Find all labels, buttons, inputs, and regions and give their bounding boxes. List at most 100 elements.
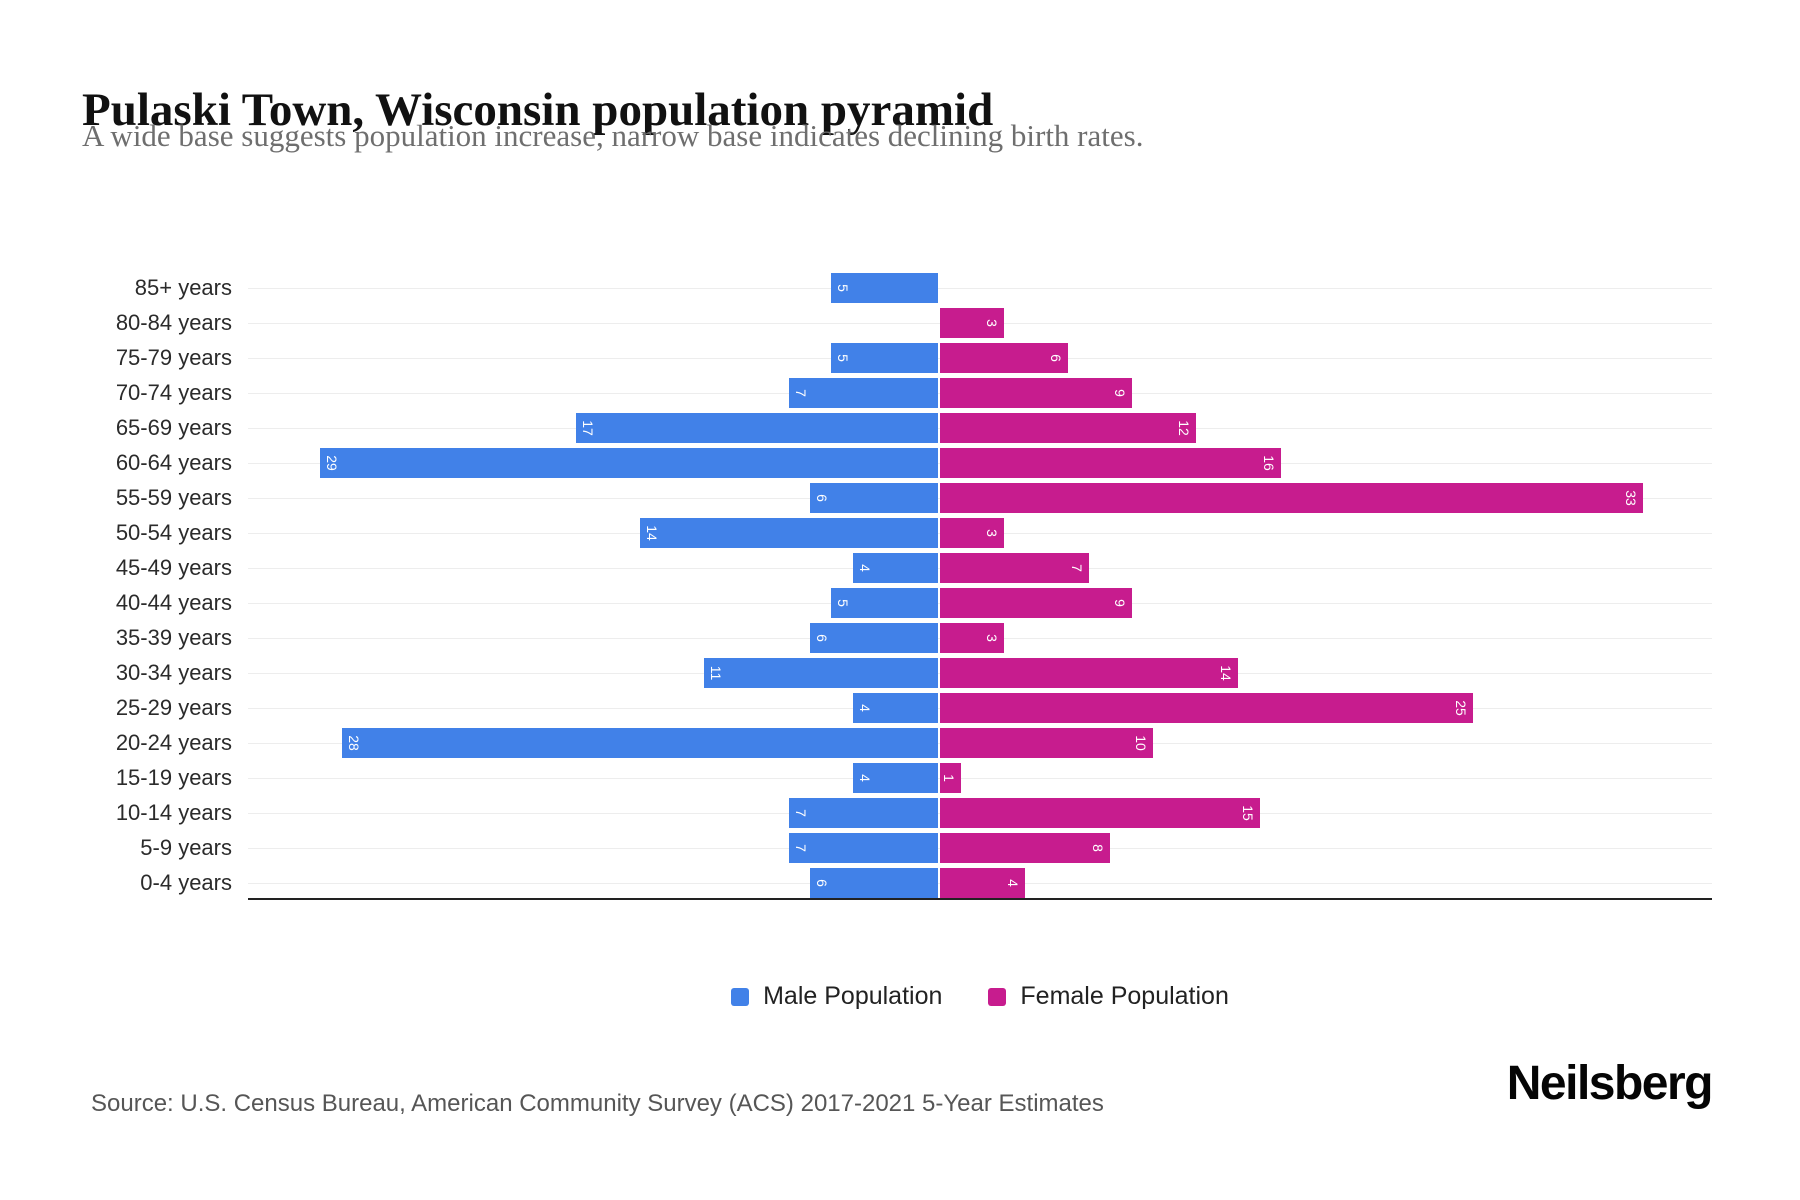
female-bar: 3 — [940, 623, 1004, 653]
female-bar-value: 33 — [1623, 490, 1639, 506]
age-group-label: 60-64 years — [115, 450, 232, 475]
female-bar-value: 10 — [1133, 735, 1149, 751]
female-bar-value: 16 — [1261, 455, 1277, 471]
female-bar: 7 — [940, 553, 1089, 583]
female-bar: 14 — [940, 658, 1238, 688]
female-bar-value: 9 — [1112, 599, 1128, 607]
age-group-label: 85+ years — [134, 275, 232, 300]
female-bar-value: 7 — [1069, 564, 1085, 572]
female-bar-value: 3 — [984, 319, 1000, 327]
male-legend-label: Male Population — [763, 982, 943, 1010]
age-group-label: 10-14 years — [115, 800, 232, 825]
female-bar-value: 3 — [984, 634, 1000, 642]
male-bar-value: 7 — [793, 389, 809, 397]
male-bar-value: 4 — [857, 704, 873, 712]
female-bar: 16 — [940, 448, 1281, 478]
female-bar-value: 6 — [1048, 354, 1064, 362]
male-bar-value: 6 — [814, 494, 830, 502]
female-bar-value: 25 — [1453, 700, 1469, 716]
female-bar: 6 — [940, 343, 1068, 373]
male-bar-value: 5 — [835, 599, 851, 607]
female-bar-value: 9 — [1112, 389, 1128, 397]
female-bar: 4 — [940, 868, 1025, 898]
age-group-label: 50-54 years — [115, 520, 232, 545]
age-group-label: 75-79 years — [115, 345, 232, 370]
male-bar: 29 — [320, 448, 938, 478]
source-attribution: Source: U.S. Census Bureau, American Com… — [91, 1090, 1104, 1117]
age-group-label: 35-39 years — [115, 625, 232, 650]
age-group-label: 20-24 years — [115, 730, 232, 755]
x-axis-line — [248, 898, 1712, 900]
female-bar-value: 1 — [941, 774, 957, 782]
female-bar: 15 — [940, 798, 1260, 828]
male-bar: 7 — [789, 798, 938, 828]
male-bar-value: 17 — [580, 420, 596, 436]
age-group-label: 45-49 years — [115, 555, 232, 580]
male-bar-value: 7 — [793, 809, 809, 817]
brand-logo: Neilsberg — [1506, 1057, 1714, 1110]
male-bar: 5 — [831, 588, 938, 618]
age-group-label: 80-84 years — [115, 310, 232, 335]
male-bar: 28 — [342, 728, 938, 758]
male-bar-value: 29 — [324, 455, 340, 471]
female-bar: 3 — [940, 308, 1004, 338]
male-legend-swatch — [731, 987, 750, 1006]
female-bar: 33 — [940, 483, 1643, 513]
age-group-label: 65-69 years — [115, 415, 232, 440]
age-group-label: 0-4 years — [140, 870, 232, 895]
male-bar: 4 — [853, 763, 938, 793]
male-bar: 7 — [789, 833, 938, 863]
legend-item-male[interactable]: Male Population — [731, 982, 942, 1011]
female-bar: 12 — [940, 413, 1196, 443]
male-bar: 4 — [853, 693, 938, 723]
male-bar-value: 5 — [835, 354, 851, 362]
male-bar: 5 — [831, 343, 938, 373]
female-bar-value: 3 — [984, 529, 1000, 537]
age-group-label: 15-19 years — [115, 765, 232, 790]
male-bar-value: 4 — [857, 564, 873, 572]
male-bar-value: 5 — [835, 284, 851, 292]
female-bar-value: 12 — [1176, 420, 1192, 436]
female-bar: 9 — [940, 588, 1132, 618]
male-bar-value: 7 — [793, 844, 809, 852]
age-group-label: 30-34 years — [115, 660, 232, 685]
male-bar-value: 6 — [814, 879, 830, 887]
female-bar: 3 — [940, 518, 1004, 548]
chart-title: Pulaski Town, Wisconsin population pyram… — [82, 84, 994, 137]
male-bar-value: 28 — [346, 735, 362, 751]
row-gridline — [248, 778, 1712, 779]
age-group-label: 70-74 years — [115, 380, 232, 405]
male-bar: 6 — [810, 483, 938, 513]
age-group-label: 5-9 years — [140, 835, 232, 860]
male-bar: 5 — [831, 273, 938, 303]
male-bar: 6 — [810, 868, 938, 898]
female-bar-value: 4 — [1005, 879, 1021, 887]
age-group-label: 40-44 years — [115, 590, 232, 615]
age-group-label: 25-29 years — [115, 695, 232, 720]
male-bar-value: 4 — [857, 774, 873, 782]
male-bar: 7 — [789, 378, 938, 408]
female-legend-swatch — [988, 987, 1007, 1006]
female-bar: 25 — [940, 693, 1473, 723]
male-bar-value: 11 — [708, 665, 724, 681]
male-bar-value: 6 — [814, 634, 830, 642]
female-legend-label: Female Population — [1020, 982, 1229, 1010]
male-bar: 14 — [640, 518, 938, 548]
female-bar-value: 8 — [1090, 844, 1106, 852]
male-bar: 4 — [853, 553, 938, 583]
row-gridline — [248, 288, 1712, 289]
female-bar-value: 15 — [1240, 805, 1256, 821]
male-bar: 17 — [576, 413, 938, 443]
male-bar: 11 — [704, 658, 938, 688]
female-bar: 1 — [940, 763, 961, 793]
male-bar: 6 — [810, 623, 938, 653]
male-bar-value: 14 — [644, 525, 660, 541]
legend-item-female[interactable]: Female Population — [988, 982, 1229, 1011]
age-group-label: 55-59 years — [115, 485, 232, 510]
female-bar: 9 — [940, 378, 1132, 408]
chart-subtitle: A wide base suggests population increase… — [82, 118, 1144, 153]
female-bar: 8 — [940, 833, 1110, 863]
female-bar-value: 14 — [1218, 665, 1234, 681]
